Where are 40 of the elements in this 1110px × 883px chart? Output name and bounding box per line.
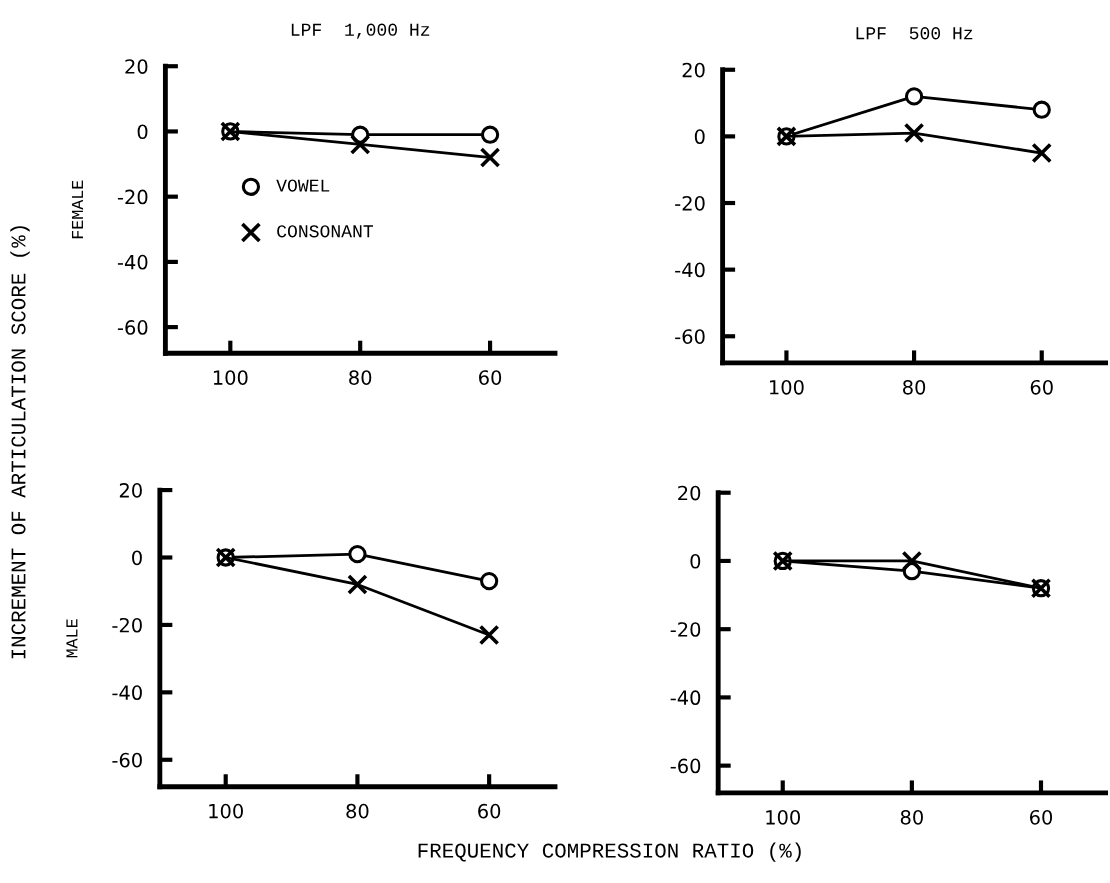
x-tick-label: 100: [766, 809, 800, 825]
y-tick-label: 20: [678, 485, 701, 501]
x-tick-label: 60: [1030, 379, 1053, 395]
x-tick-label: 80: [349, 370, 372, 385]
legend-label: CONSONANT: [277, 225, 374, 238]
x-tick-label: 80: [346, 803, 369, 819]
y-tick-label: 0: [132, 550, 142, 566]
text: INCREMENT OF ARTICULATION SCORE (%): [10, 226, 30, 659]
y-tick-label: -20: [117, 189, 148, 205]
y-tick-label: -40: [117, 254, 148, 270]
text: FREQUENCY COMPRESSION RATIO (%): [418, 842, 801, 862]
x-tick-label: 60: [479, 370, 502, 385]
x-tick-label: 100: [209, 803, 243, 819]
y-tick-label: 20: [119, 483, 142, 498]
x-tick-label: 80: [903, 379, 926, 395]
x-tick-label: 60: [1029, 809, 1053, 825]
x-tick-label: 100: [213, 370, 248, 385]
y-tick-label: -40: [670, 690, 701, 706]
y-tick-label: -60: [670, 758, 701, 774]
y-axis-title: FEMALE: [71, 180, 83, 239]
y-axis-title: MALE: [66, 619, 78, 658]
y-tick-label: 20: [682, 62, 705, 78]
y-tick-label: -60: [675, 329, 705, 344]
y-tick-label: -20: [675, 195, 705, 211]
y-tick-label: -40: [112, 685, 142, 701]
y-tick-label: 0: [694, 129, 705, 145]
legend-label: VOWEL: [276, 179, 330, 192]
chart-title: LPF 1,000 Hz: [291, 23, 430, 39]
y-tick-label: -60: [117, 320, 148, 335]
y-tick-label: 0: [690, 553, 701, 569]
chart-title: LPF 500 Hz: [856, 27, 973, 40]
y-tick-label: 20: [125, 59, 148, 74]
y-tick-label: -40: [675, 262, 705, 278]
y-tick-label: 0: [137, 124, 148, 140]
x-tick-label: 100: [770, 379, 804, 395]
y-tick-label: -60: [112, 752, 142, 768]
y-tick-label: -20: [670, 622, 701, 637]
y-tick-label: -20: [112, 617, 142, 633]
x-tick-label: 80: [900, 809, 923, 825]
x-tick-label: 60: [478, 803, 501, 819]
